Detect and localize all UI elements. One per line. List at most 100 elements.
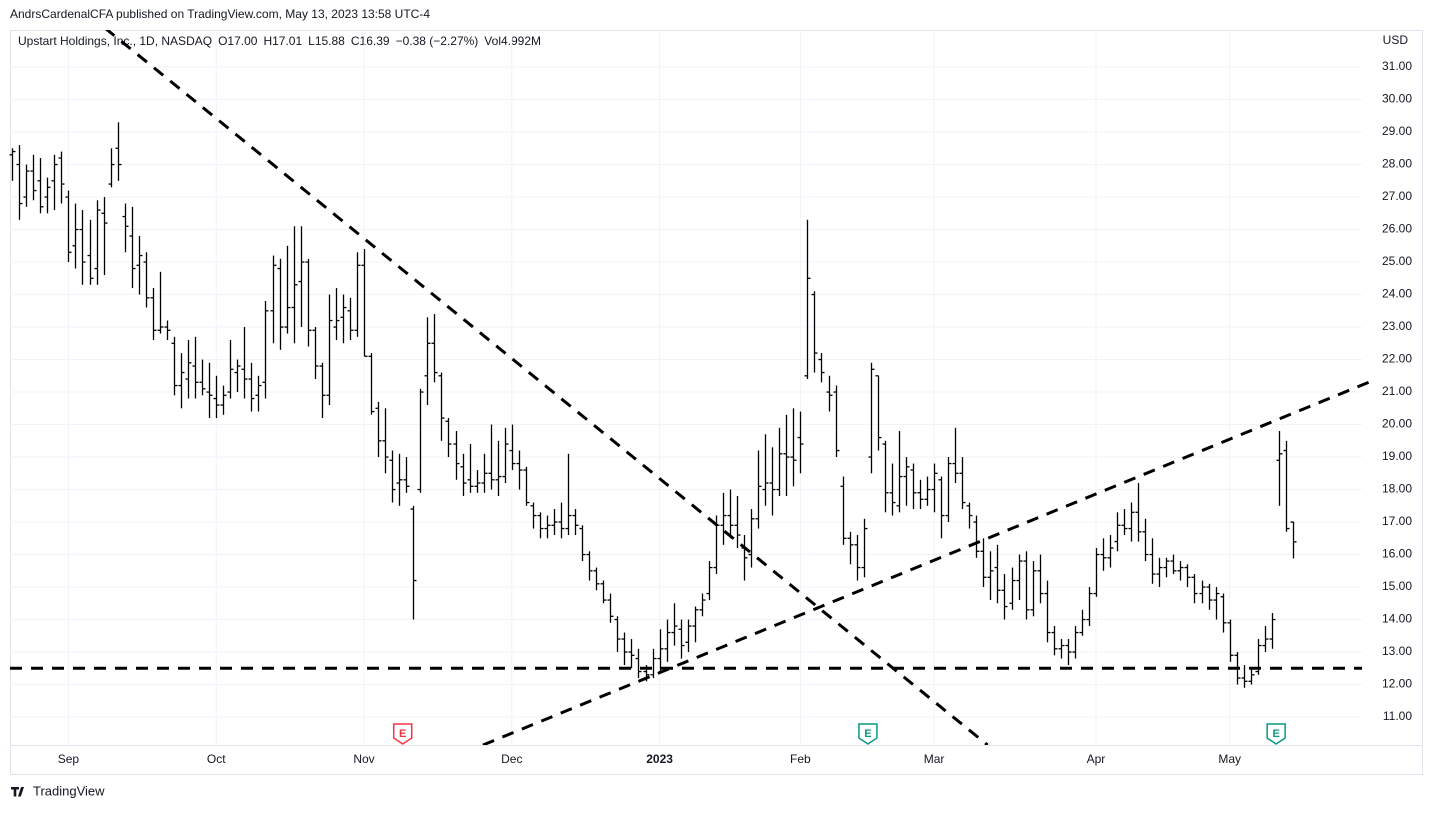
ohlc-bar bbox=[474, 470, 481, 493]
ohlc-bar bbox=[1030, 561, 1037, 617]
y-tick-label: 27.00 bbox=[1382, 189, 1412, 203]
y-tick-label: 22.00 bbox=[1382, 352, 1412, 366]
ohlc-bar bbox=[650, 648, 657, 679]
ohlc-bar bbox=[523, 466, 530, 506]
y-tick-label: 20.00 bbox=[1382, 417, 1412, 431]
ohlc-bar bbox=[87, 219, 94, 285]
ohlc-bar bbox=[952, 427, 959, 484]
ohlc-bar bbox=[1100, 538, 1107, 571]
ohlc-bar bbox=[481, 453, 488, 493]
ohlc-bar bbox=[410, 505, 417, 620]
ohlc-bar bbox=[572, 509, 579, 536]
ohlc-bar bbox=[509, 424, 516, 471]
ohlc-bar bbox=[1114, 512, 1121, 552]
ohlc-bar bbox=[192, 336, 199, 399]
ohlc-bar bbox=[671, 603, 678, 646]
ohlc-bar bbox=[847, 531, 854, 565]
ohlc-bar bbox=[544, 515, 551, 539]
x-tick-label: Dec bbox=[501, 752, 522, 766]
ohlc-bar bbox=[868, 362, 875, 474]
ohlc-bar bbox=[241, 327, 248, 399]
ohlc-bar bbox=[255, 375, 262, 412]
ohlc-bar bbox=[727, 489, 734, 539]
ohlc-bar bbox=[143, 252, 150, 308]
ohlc-bar bbox=[291, 226, 298, 344]
ohlc-bar bbox=[924, 476, 931, 506]
footer: TradingView bbox=[33, 783, 105, 798]
y-tick-label: 13.00 bbox=[1382, 644, 1412, 658]
ohlc-bar bbox=[417, 388, 424, 493]
ohlc-bar bbox=[396, 453, 403, 506]
ohlc-bar bbox=[234, 359, 241, 393]
ohlc-bar bbox=[600, 580, 607, 604]
ohlc-bar bbox=[1276, 431, 1283, 506]
ohlc-bar bbox=[854, 535, 861, 581]
ohlc-bar bbox=[769, 447, 776, 516]
ohlc-bar bbox=[375, 401, 382, 458]
ohlc-bar bbox=[945, 457, 952, 523]
ohlc-bar bbox=[277, 258, 284, 350]
ohlc-bar bbox=[1107, 535, 1114, 568]
ohlc-bar bbox=[635, 648, 642, 679]
ohlc-bar bbox=[347, 297, 354, 341]
ohlc-bar bbox=[1121, 509, 1128, 536]
ohlc-bar bbox=[79, 210, 86, 285]
ohlc-bar bbox=[966, 502, 973, 529]
ohlc-bar bbox=[1283, 440, 1290, 532]
marker-label: E bbox=[399, 728, 406, 740]
ohlc-bar bbox=[678, 619, 685, 659]
ohlc-bar bbox=[185, 340, 192, 399]
ohlc-bar bbox=[1037, 554, 1044, 604]
marker-shape bbox=[1266, 723, 1286, 745]
ohlc-bar bbox=[58, 151, 65, 204]
ohlc-bar bbox=[720, 492, 727, 545]
ohlc-bar bbox=[445, 418, 452, 458]
ohlc-bar bbox=[875, 375, 882, 451]
ohlc-bar bbox=[206, 362, 213, 419]
ohlc-bar bbox=[270, 255, 277, 344]
ohlc-bar bbox=[1206, 583, 1213, 610]
ohlc-bar bbox=[333, 288, 340, 341]
ohlc-bar bbox=[734, 496, 741, 549]
logo bbox=[11, 787, 24, 797]
y-tick-label: 11.00 bbox=[1383, 709, 1412, 723]
y-tick-label: 23.00 bbox=[1382, 319, 1412, 333]
ohlc-bar bbox=[994, 544, 1001, 604]
ohlc-bar bbox=[917, 479, 924, 510]
ohlc-bar bbox=[804, 219, 811, 380]
ohlc-bar bbox=[657, 629, 664, 672]
x-tick-label: May bbox=[1218, 752, 1241, 766]
marker-label: E bbox=[1272, 728, 1279, 740]
ohlc-bar bbox=[1170, 554, 1177, 575]
ohlc-bar bbox=[157, 271, 164, 334]
ohlc-bar bbox=[65, 190, 72, 263]
ohlc-bar bbox=[931, 463, 938, 513]
earnings-marker: E bbox=[392, 723, 413, 745]
y-tick-label: 31.00 bbox=[1382, 59, 1412, 73]
ohlc-bar bbox=[565, 453, 572, 536]
ohlc-bar bbox=[262, 301, 269, 399]
ohlc-bar bbox=[903, 457, 910, 506]
ohlc-bar bbox=[298, 226, 305, 328]
ohlc-bar bbox=[368, 353, 375, 415]
ohlc-bar bbox=[460, 453, 467, 497]
ohlc-bar bbox=[614, 616, 621, 653]
ohlc-bar bbox=[438, 372, 445, 441]
ohlc-bar bbox=[1191, 574, 1198, 604]
ohlc-bar bbox=[783, 414, 790, 497]
x-tick-label: Sep bbox=[58, 752, 80, 766]
ohlc-bar bbox=[9, 148, 16, 181]
y-tick-label: 25.00 bbox=[1382, 254, 1412, 268]
ohlc-bar bbox=[959, 457, 966, 510]
legend-item: O17.00 bbox=[218, 34, 258, 48]
ohlc-bar bbox=[1149, 538, 1156, 584]
ohlc-bar bbox=[558, 502, 565, 539]
ohlc-bar bbox=[1199, 580, 1206, 604]
legend: Upstart Holdings, Inc., 1D, NASDAQ O17.0… bbox=[18, 34, 541, 48]
ohlc-bar bbox=[453, 431, 460, 480]
ohlc-bar bbox=[227, 340, 234, 399]
ohlc-bar bbox=[593, 567, 600, 591]
ohlc-bar bbox=[699, 593, 706, 617]
x-tick-label: Nov bbox=[353, 752, 374, 766]
